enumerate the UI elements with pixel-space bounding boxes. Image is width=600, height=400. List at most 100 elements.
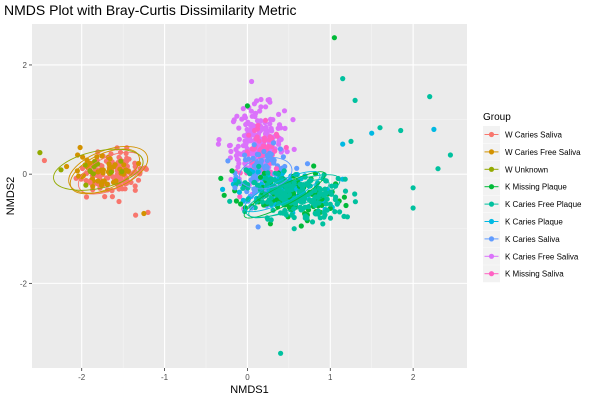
k-caries-free-saliva-point [263,104,269,110]
k-caries-plaque-point [340,141,346,147]
k-caries-free-plaque-point [289,187,295,193]
legend-label: W Unknown [505,165,548,174]
legend-label: K Caries Plaque [505,218,563,227]
x-tick-label: 0 [245,373,250,382]
k-caries-plaque-point [236,189,242,195]
y-tick-label: -2 [20,279,28,288]
k-caries-free-plaque-point [315,200,321,206]
k-caries-free-plaque-point [240,185,246,191]
confidence-ellipses [53,146,341,219]
k-caries-free-saliva-point [243,141,249,147]
k-caries-free-plaque-ellipse [245,174,341,218]
k-caries-free-plaque-point [323,201,329,207]
legend-key-point [488,218,495,225]
k-caries-free-plaque-point [334,201,340,207]
k-caries-free-saliva-point [243,121,249,128]
k-caries-saliva-point [255,224,261,230]
k-caries-free-plaque-point [318,187,324,193]
k-caries-free-plaque-point [312,210,318,216]
k-caries-free-plaque-point [352,199,358,205]
k-caries-saliva-point [225,158,231,164]
w-caries-free-saliva-point [98,182,105,188]
k-missing-plaque-point [229,168,235,174]
k-caries-free-saliva-point [216,137,222,143]
w-caries-free-saliva-point [100,170,106,176]
k-caries-free-plaque-point [301,198,307,204]
k-caries-free-saliva-point [278,136,284,142]
k-caries-free-saliva-point [245,136,251,142]
k-caries-free-plaque-point [242,180,248,186]
k-caries-free-plaque-point [281,168,287,174]
k-caries-free-plaque-point [263,175,269,181]
k-caries-free-plaque-point [243,167,249,173]
legend-item: K Missing Plaque [483,178,567,196]
w-caries-free-saliva-point [107,156,113,162]
k-caries-free-saliva-point [249,151,255,157]
legend-key-point [488,271,495,277]
legend-label: K Caries Free Saliva [505,252,579,261]
k-caries-free-plaque-point [337,209,343,215]
w-caries-free-saliva-point [87,160,93,166]
k-caries-free-saliva-point [215,141,221,147]
k-caries-free-plaque-point [227,198,233,204]
k-caries-free-plaque-point [329,183,335,189]
k-caries-free-saliva-point [282,125,288,131]
k-caries-free-plaque-point [340,76,346,82]
w-unknown-point [108,169,114,175]
k-caries-free-plaque-point [268,176,274,182]
w-caries-saliva-point [87,179,93,185]
w-caries-saliva-point [135,177,142,183]
k-caries-free-saliva-point [242,113,248,119]
k-caries-free-saliva-point [234,113,240,119]
k-missing-saliva-point [274,133,280,139]
w-caries-free-saliva-point [113,178,119,184]
w-unknown-point [118,158,124,164]
legend-key-point [488,253,495,259]
k-caries-free-plaque-point [292,201,298,207]
x-axis-title: NMDS1 [230,384,269,396]
w-caries-free-saliva-point [99,153,105,159]
k-caries-saliva-point [261,148,267,155]
k-caries-plaque-point [240,197,246,203]
k-caries-free-saliva-point [258,96,264,103]
k-caries-free-plaque-point [256,163,262,169]
k-missing-saliva-point [262,117,269,123]
legend-item: W Unknown [483,160,548,178]
k-caries-free-saliva-point [233,146,239,153]
w-caries-free-saliva-ellipse [68,146,149,194]
k-caries-saliva-point [242,152,248,158]
k-caries-saliva-point [264,164,270,170]
legend-key-point [488,131,495,138]
k-caries-free-saliva-point [236,136,242,142]
k-missing-saliva-point [261,135,267,141]
w-caries-saliva-point [116,198,122,205]
k-caries-free-saliva-point [253,110,259,116]
k-caries-free-plaque-point [275,171,281,177]
w-caries-saliva-point [118,175,124,181]
k-caries-saliva-point [254,159,260,165]
k-caries-free-plaque-point [410,205,416,211]
k-caries-free-saliva-point [270,117,276,123]
k-caries-free-plaque-point [352,97,358,103]
w-caries-saliva-point [41,157,48,164]
k-caries-free-saliva-point [228,176,234,183]
k-caries-free-plaque-point [322,186,328,192]
w-caries-saliva-point [133,212,139,218]
w-caries-saliva-point [83,177,89,184]
k-caries-free-plaque-point [245,196,251,202]
k-caries-free-saliva-point [258,104,264,110]
w-caries-saliva-point [123,150,129,156]
legend-label: K Missing Plaque [505,183,567,192]
k-caries-free-plaque-point [327,201,333,207]
k-caries-plaque-point [220,186,226,192]
k-caries-free-saliva-point [235,164,241,170]
k-caries-free-plaque-point [265,170,271,176]
x-tick-label: 1 [328,373,333,382]
k-caries-saliva-point [251,163,257,169]
w-caries-saliva-point [83,194,90,200]
legend-key-point [488,201,495,207]
legend-item: K Caries Saliva [483,230,560,248]
legend: Group W Caries Saliva W Caries Free Saliv… [483,112,582,283]
legend-item: W Caries Saliva [483,126,562,143]
legend-label: W Caries Saliva [505,131,562,140]
